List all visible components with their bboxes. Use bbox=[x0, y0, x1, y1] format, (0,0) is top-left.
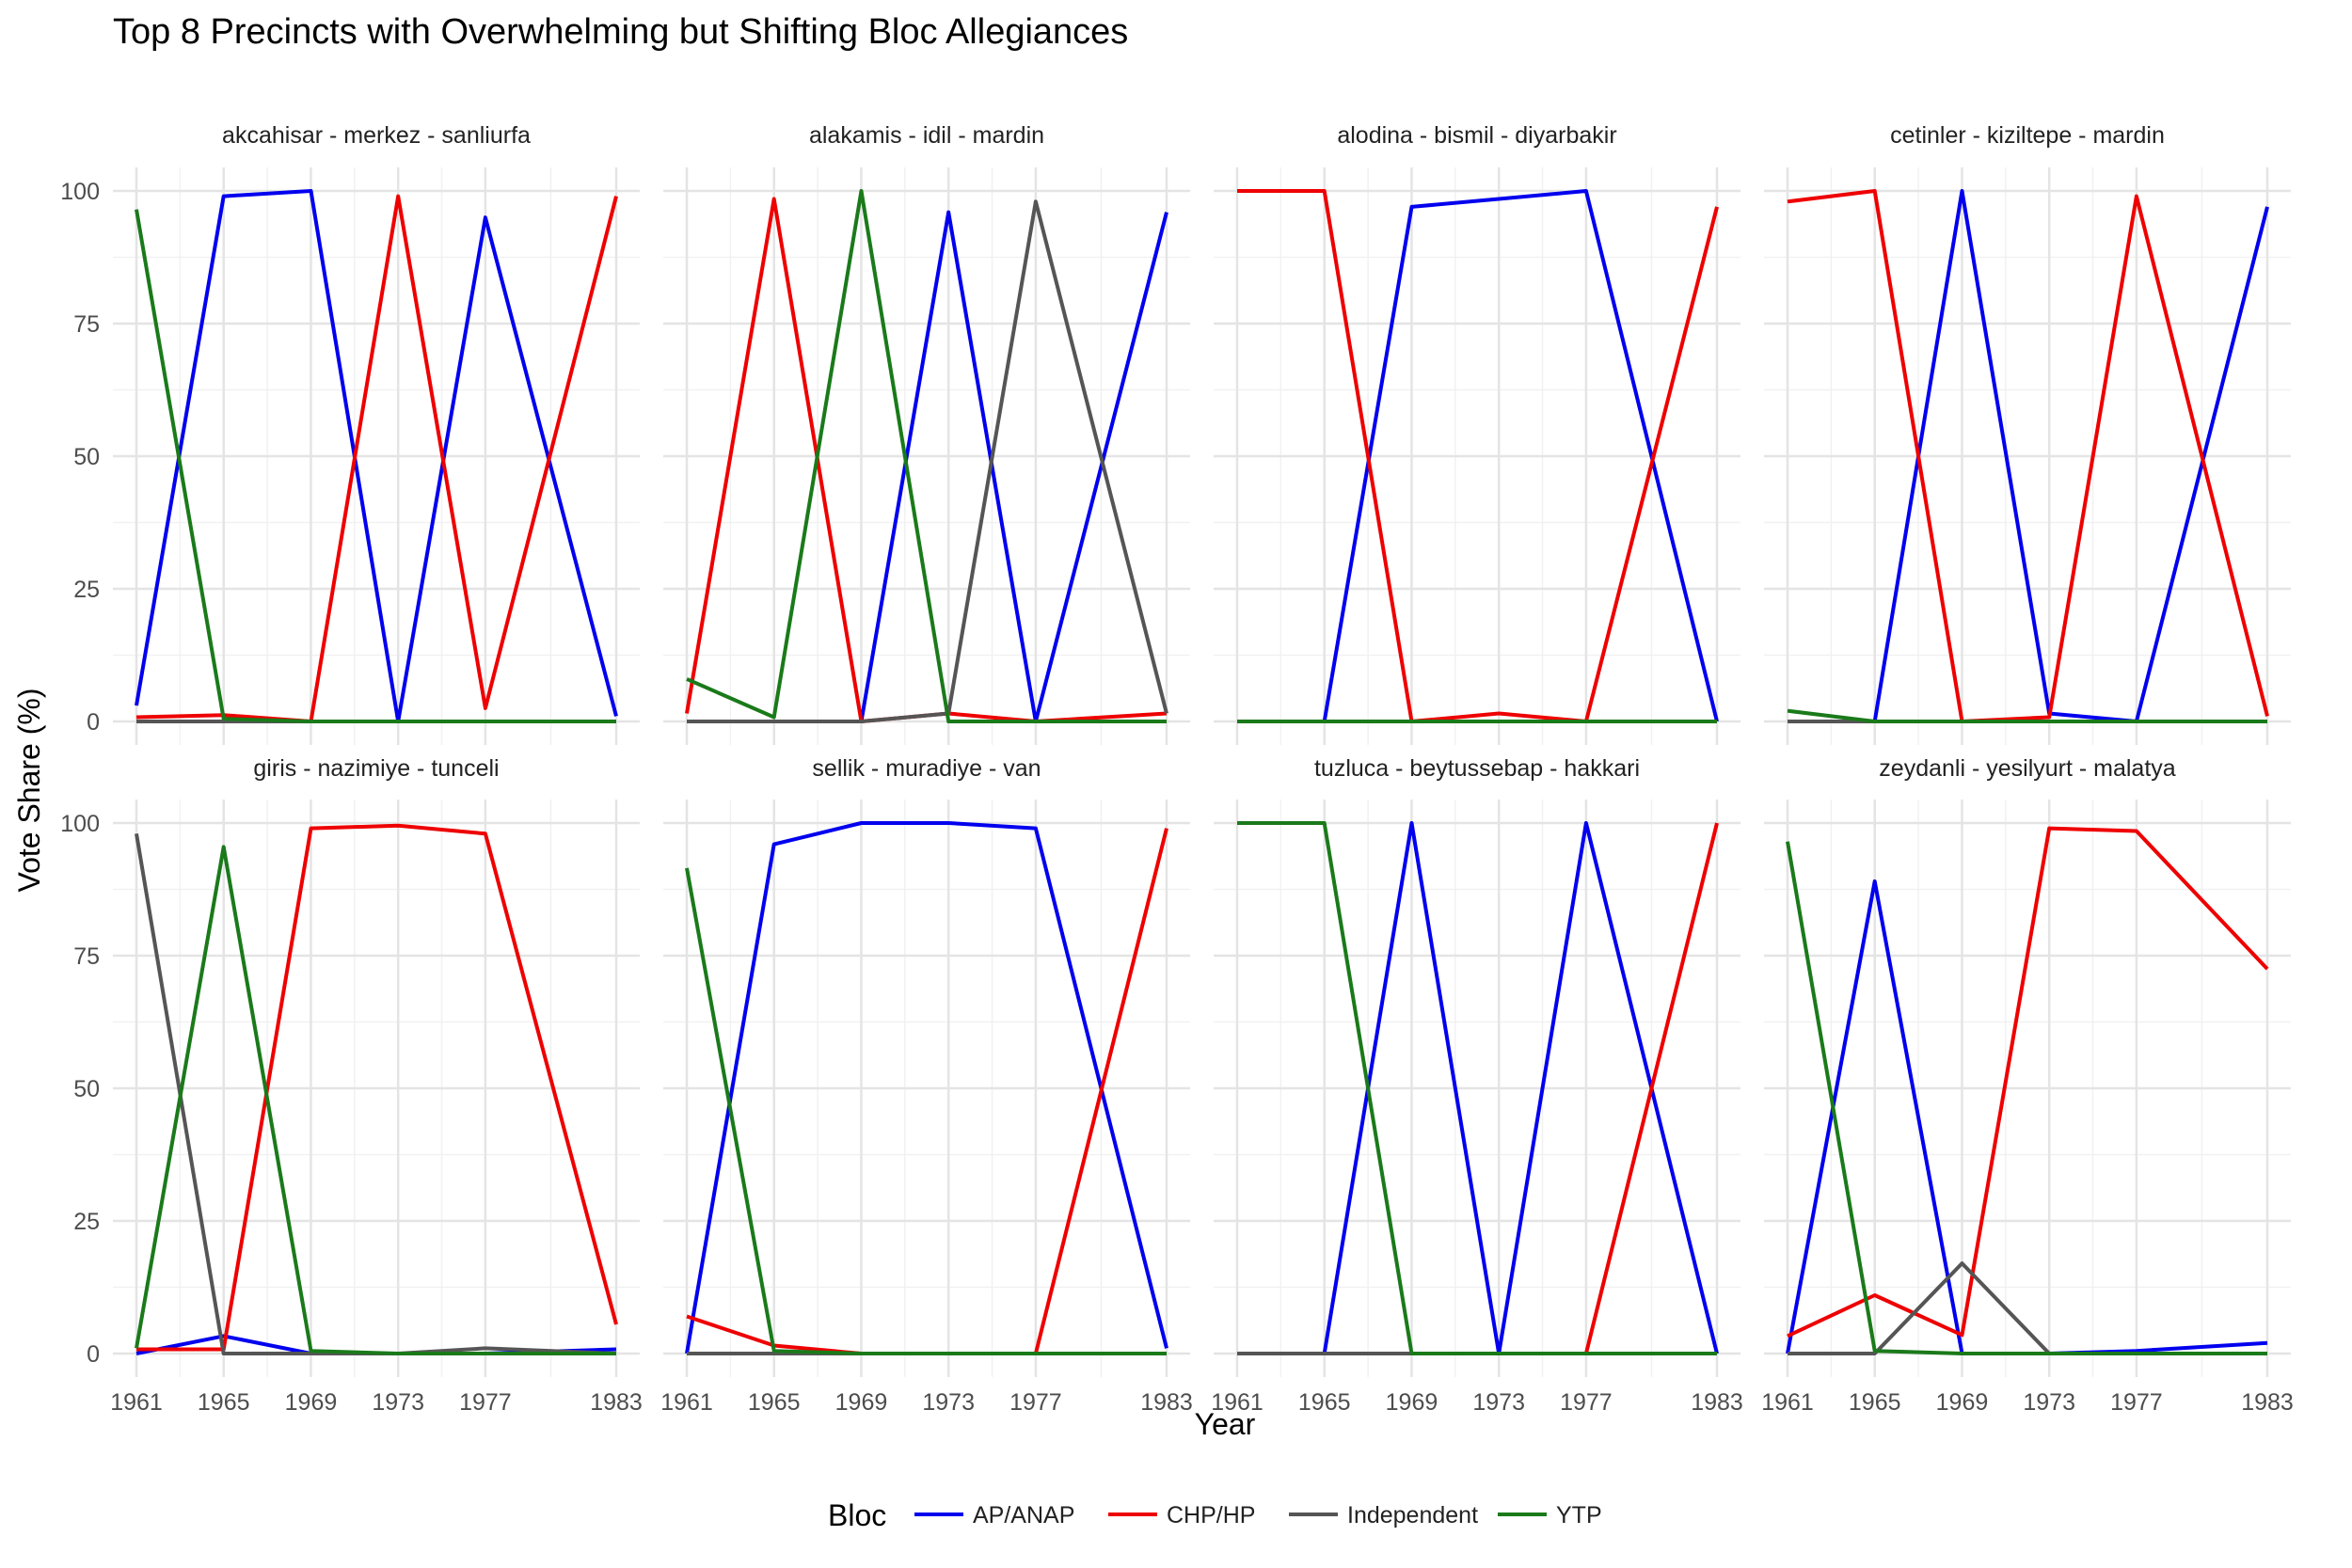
x-tick-label: 1977 bbox=[459, 1389, 512, 1416]
x-tick-label: 1973 bbox=[372, 1389, 424, 1416]
legend-title: Bloc bbox=[828, 1498, 886, 1532]
legend-item: CHP/HP bbox=[1108, 1502, 1255, 1528]
series-line-ytp bbox=[135, 209, 616, 723]
y-tick-label: 0 bbox=[87, 709, 100, 736]
chart-title: Top 8 Precincts with Overwhelming but Sh… bbox=[113, 12, 1128, 52]
legend-label: YTP bbox=[1556, 1502, 1602, 1528]
facet-title: cetinler - kiziltepe - mardin bbox=[1890, 122, 2165, 149]
x-tick-label: 1961 bbox=[1761, 1389, 1814, 1416]
x-tick-label: 1983 bbox=[2241, 1389, 2294, 1416]
legend-item: Independent bbox=[1289, 1502, 1478, 1528]
y-tick-label: 25 bbox=[73, 577, 100, 603]
x-tick-label: 1961 bbox=[1211, 1389, 1263, 1416]
series-line-chp-hp bbox=[1787, 826, 2269, 1338]
series-line-independent bbox=[687, 199, 1168, 723]
y-tick-label: 50 bbox=[73, 1076, 100, 1102]
y-axis-title: Vote Share (%) bbox=[12, 689, 46, 893]
x-tick-label: 1965 bbox=[198, 1389, 250, 1416]
legend-label: AP/ANAP bbox=[973, 1502, 1074, 1528]
legend-label: CHP/HP bbox=[1167, 1502, 1255, 1528]
series-line-independent bbox=[1788, 1261, 2267, 1355]
x-tick-label: 1969 bbox=[285, 1389, 338, 1416]
series-line-ytp bbox=[1787, 708, 2267, 723]
y-tick-label: 75 bbox=[73, 311, 100, 338]
x-tick-label: 1973 bbox=[2023, 1389, 2075, 1416]
x-tick-label: 1965 bbox=[748, 1389, 801, 1416]
facet-title: alodina - bismil - diyarbakir bbox=[1337, 122, 1616, 149]
facet-panel: zeydanli - yesilyurt - malatya 1961 1965 19… bbox=[1761, 755, 2294, 1416]
x-tick-label: 1961 bbox=[660, 1389, 713, 1416]
y-tick-label: 50 bbox=[73, 444, 100, 470]
facet-panel: giris - nazimiye - tunceli 0 25 50 75 100 1961… bbox=[60, 755, 643, 1416]
facet-panel: sellik - muradiye - van 1961 1965 1969 1973 1… bbox=[660, 755, 1193, 1416]
facet-panel: alakamis - idil - mardin bbox=[663, 122, 1190, 745]
series-line-chp-hp bbox=[1237, 189, 1719, 723]
x-axis-title: Year bbox=[1195, 1407, 1256, 1441]
facet-panel: tuzluca - beytussebap - hakkari 1961 1965 1… bbox=[1211, 755, 1743, 1416]
x-tick-label: 1977 bbox=[1009, 1389, 1062, 1416]
facet-panel: alodina - bismil - diyarbakir bbox=[1214, 122, 1740, 745]
x-tick-label: 1983 bbox=[1691, 1389, 1743, 1416]
y-tick-label: 0 bbox=[87, 1341, 100, 1368]
y-tick-label: 100 bbox=[60, 811, 100, 837]
legend-item: YTP bbox=[1498, 1502, 1602, 1528]
x-tick-label: 1965 bbox=[1849, 1389, 1901, 1416]
series-line-ytp bbox=[1237, 821, 1717, 1355]
x-tick-label: 1965 bbox=[1298, 1389, 1351, 1416]
series-line-independent bbox=[135, 832, 617, 1355]
series-line-ytp bbox=[135, 845, 616, 1355]
x-tick-label: 1969 bbox=[1936, 1389, 1989, 1416]
facet-title: alakamis - idil - mardin bbox=[809, 122, 1044, 149]
x-tick-label: 1977 bbox=[1560, 1389, 1613, 1416]
series-line-chp-hp bbox=[135, 194, 618, 723]
legend-label: Independent bbox=[1347, 1502, 1478, 1528]
x-tick-label: 1983 bbox=[1140, 1389, 1193, 1416]
facet-title: giris - nazimiye - tunceli bbox=[253, 755, 499, 782]
x-tick-label: 1983 bbox=[590, 1389, 643, 1416]
series-line-chp-hp bbox=[1787, 189, 2269, 723]
x-tick-label: 1969 bbox=[835, 1389, 888, 1416]
legend: Bloc AP/ANAP CHP/HP Independent YTP bbox=[828, 1498, 1602, 1532]
y-tick-label: 100 bbox=[60, 179, 100, 205]
y-tick-label: 75 bbox=[73, 943, 100, 970]
x-tick-label: 1969 bbox=[1386, 1389, 1438, 1416]
legend-item: AP/ANAP bbox=[914, 1502, 1074, 1528]
series-line-ytp bbox=[686, 189, 1167, 723]
series-line-chp-hp bbox=[136, 823, 618, 1352]
x-tick-label: 1973 bbox=[922, 1389, 975, 1416]
y-tick-label: 25 bbox=[73, 1209, 100, 1235]
facet-panel: cetinler - kiziltepe - mardin bbox=[1764, 122, 2291, 745]
facet-title: akcahisar - merkez - sanliurfa bbox=[222, 122, 531, 149]
series-line-ytp bbox=[685, 867, 1167, 1355]
facet-panel: akcahisar - merkez - sanliurfa 0 25 50 75 100 bbox=[60, 122, 640, 745]
x-tick-label: 1973 bbox=[1472, 1389, 1525, 1416]
facet-title: zeydanli - yesilyurt - malatya bbox=[1879, 755, 2175, 782]
series-line-ap-anap bbox=[685, 821, 1168, 1354]
series-line-chp-hp bbox=[685, 197, 1168, 723]
x-tick-label: 1961 bbox=[110, 1389, 163, 1416]
x-tick-label: 1977 bbox=[2110, 1389, 2163, 1416]
facet-panels: akcahisar - merkez - sanliurfa 0 25 50 75 100… bbox=[60, 122, 2294, 1416]
facet-title: tuzluca - beytussebap - hakkari bbox=[1314, 755, 1640, 782]
facet-title: sellik - muradiye - van bbox=[812, 755, 1041, 782]
series-line-ytp bbox=[1786, 841, 2267, 1355]
